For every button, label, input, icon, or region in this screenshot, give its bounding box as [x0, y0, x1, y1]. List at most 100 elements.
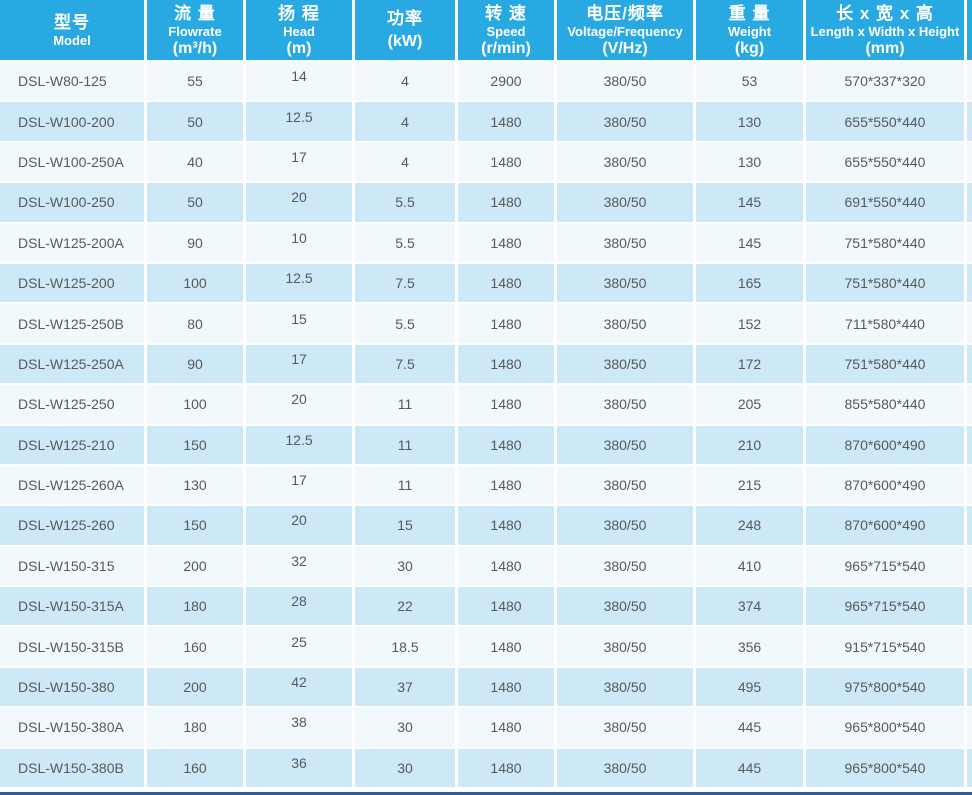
column-header-voltage: 电压/频率 Voltage/Frequency (V/Hz)	[557, 0, 693, 60]
cell-value: 751*580*440	[844, 275, 926, 292]
cell-head: 32	[246, 546, 352, 586]
cell-model: DSL-W125-250B	[0, 304, 144, 343]
cell-model: DSL-W100-250A	[0, 142, 144, 182]
cell-value: 145	[737, 194, 762, 211]
cell-value: 1480	[490, 719, 522, 736]
cell-flowrate: 160	[147, 748, 243, 788]
column-header-en: Voltage/Frequency	[567, 23, 683, 39]
cell-power: 4	[355, 62, 455, 101]
cell-value: 152	[737, 315, 762, 332]
cell-value: 380/50	[603, 275, 647, 292]
cell-power: 7.5	[355, 344, 455, 384]
cell-dimensions: 965*800*540	[806, 708, 964, 747]
column-header-zh: 型号	[54, 13, 90, 32]
cell-value: 4	[401, 73, 409, 90]
cell-value: 655*550*440	[844, 113, 926, 130]
cell-value: 50	[187, 194, 203, 211]
table-row: DSL-W125-250 100 20 11 1480 380/50 205 855*580*…	[0, 385, 972, 424]
cell-value: 200	[183, 557, 207, 574]
cell-power: 18.5	[355, 627, 455, 666]
cell-value: 30	[397, 557, 413, 574]
column-header-unit: (r/min)	[481, 39, 531, 57]
cell-head: 36	[246, 748, 352, 788]
cell-value: 380/50	[603, 234, 647, 251]
cell-dimensions: 655*550*440	[806, 102, 964, 141]
cell-speed: 1480	[458, 465, 554, 505]
cell-head: 20	[246, 385, 352, 424]
cell-voltage: 380/50	[557, 667, 693, 707]
table-row: DSL-W125-250A 90 17 7.5 1480 380/50 172 751*580…	[0, 344, 972, 384]
cell-power: 4	[355, 142, 455, 182]
column-header-power: 功率 (kW)	[355, 0, 455, 60]
cell-value: 30	[397, 759, 413, 776]
column-header-en: Weight	[727, 23, 772, 39]
cell-value: 180	[183, 719, 207, 736]
cell-value: DSL-W100-250	[18, 194, 115, 211]
cell-voltage: 380/50	[557, 223, 693, 262]
cell-voltage: 380/50	[557, 465, 693, 505]
cell-model: DSL-W125-250A	[0, 344, 144, 384]
cell-flowrate: 180	[147, 708, 243, 747]
cell-speed: 1480	[458, 304, 554, 343]
table-edge-sliver	[967, 183, 972, 222]
table-edge-sliver	[967, 142, 972, 182]
cell-head: 17	[246, 465, 352, 505]
cell-dimensions: 855*580*440	[806, 385, 964, 424]
cell-value: 2900	[490, 73, 522, 90]
cell-value: 380/50	[603, 113, 647, 130]
cell-flowrate: 100	[147, 385, 243, 424]
cell-flowrate: 150	[147, 506, 243, 545]
cell-value: 380/50	[603, 679, 647, 696]
cell-speed: 1480	[458, 344, 554, 384]
cell-value: 150	[183, 517, 207, 534]
cell-value: 90	[187, 355, 203, 372]
cell-dimensions: 975*800*540	[806, 667, 964, 707]
cell-value: 248	[737, 517, 762, 534]
table-edge-sliver	[967, 627, 972, 666]
cell-flowrate: 90	[147, 344, 243, 384]
cell-power: 22	[355, 587, 455, 626]
cell-power: 11	[355, 385, 455, 424]
cell-weight: 145	[696, 223, 803, 262]
cell-value: DSL-W125-200A	[18, 234, 124, 251]
cell-weight: 165	[696, 263, 803, 303]
cell-value: DSL-W150-315B	[18, 638, 124, 655]
table-row: DSL-W150-380 200 42 37 1480 380/50 495 975*800*…	[0, 667, 972, 707]
cell-weight: 145	[696, 183, 803, 222]
cell-weight: 205	[696, 385, 803, 424]
cell-value: 53	[741, 73, 758, 90]
cell-speed: 1480	[458, 546, 554, 586]
cell-value: 30	[397, 719, 413, 736]
cell-speed: 1480	[458, 667, 554, 707]
cell-voltage: 380/50	[557, 263, 693, 303]
column-header-zh: 转 速	[485, 3, 527, 23]
cell-value: 1480	[490, 557, 522, 574]
cell-speed: 2900	[458, 62, 554, 101]
cell-value: 130	[737, 113, 762, 130]
column-header-zh: 电压/频率	[586, 3, 664, 23]
cell-value: 1480	[490, 275, 522, 292]
cell-value: 37	[397, 679, 413, 696]
table-row: DSL-W100-200 50 12.5 4 1480 380/50 130 655*550*…	[0, 102, 972, 141]
cell-value: 205	[737, 396, 762, 413]
cell-value: 210	[737, 436, 762, 453]
cell-power: 15	[355, 506, 455, 545]
cell-value: 12.5	[285, 431, 313, 448]
cell-weight: 215	[696, 465, 803, 505]
column-header-zh: 扬 程	[278, 3, 320, 23]
cell-value: 380/50	[603, 315, 647, 332]
cell-value: 200	[183, 679, 207, 696]
cell-flowrate: 50	[147, 102, 243, 141]
cell-power: 5.5	[355, 183, 455, 222]
table-row: DSL-W150-315A 180 28 22 1480 380/50 374 965*715…	[0, 587, 972, 626]
cell-value: DSL-W125-250B	[18, 315, 124, 332]
cell-head: 20	[246, 183, 352, 222]
cell-value: DSL-W150-315	[18, 557, 115, 574]
cell-voltage: 380/50	[557, 425, 693, 464]
cell-value: 36	[291, 754, 307, 771]
cell-value: 380/50	[603, 436, 647, 453]
cell-value: 28	[291, 593, 307, 610]
cell-value: 691*550*440	[844, 194, 926, 211]
cell-dimensions: 751*580*440	[806, 344, 964, 384]
